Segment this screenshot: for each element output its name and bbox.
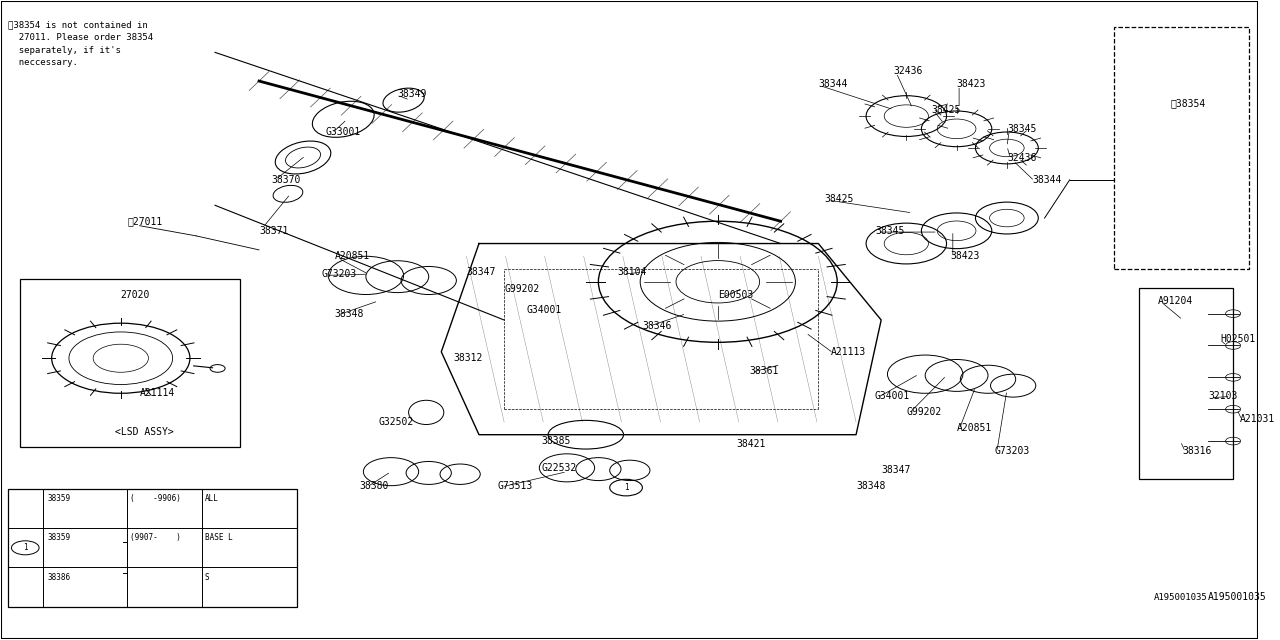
Text: ※38354: ※38354 [1170, 99, 1206, 108]
Bar [1114, 27, 1249, 269]
Text: 38423: 38423 [950, 252, 979, 261]
Text: 38312: 38312 [454, 353, 484, 364]
Text: 38386: 38386 [47, 573, 70, 582]
Text: ALL: ALL [205, 494, 219, 503]
Text: <LSD ASSY>: <LSD ASSY> [114, 426, 173, 436]
Bar [20, 278, 241, 447]
Text: A195001035: A195001035 [1155, 593, 1208, 602]
Text: 38425: 38425 [932, 105, 961, 115]
Text: ※38354 is not contained in
  27011. Please order 38354
  separately, if it's
  n: ※38354 is not contained in 27011. Please… [8, 20, 152, 67]
Text: H02501: H02501 [1221, 334, 1256, 344]
Text: A21113: A21113 [831, 347, 867, 357]
Text: E00503: E00503 [718, 289, 753, 300]
Text: 38421: 38421 [737, 439, 765, 449]
Text: 38425: 38425 [824, 194, 854, 204]
Text: G22532: G22532 [541, 463, 577, 473]
Text: 38349: 38349 [397, 89, 426, 99]
Text: 32436: 32436 [1007, 152, 1037, 163]
Bar [1139, 288, 1233, 479]
Text: 38344: 38344 [818, 79, 847, 89]
Text: 32436: 32436 [893, 67, 923, 77]
Text: 38359: 38359 [47, 533, 70, 542]
Text: 38371: 38371 [259, 226, 288, 236]
Text: 38385: 38385 [541, 436, 571, 446]
Bar [8, 489, 297, 607]
Text: 38361: 38361 [749, 366, 778, 376]
Text: (9907-    ): (9907- ) [129, 533, 180, 542]
Text: 38347: 38347 [466, 268, 495, 277]
Text: 1: 1 [23, 543, 28, 552]
Text: 27020: 27020 [120, 289, 150, 300]
Text: 38345: 38345 [1007, 124, 1037, 134]
Text: 38346: 38346 [643, 321, 672, 332]
Text: G73513: G73513 [498, 481, 532, 491]
Text: G32502: G32502 [379, 417, 413, 427]
Text: 38104: 38104 [617, 268, 646, 277]
Text: 1: 1 [623, 483, 628, 492]
Text: ※27011: ※27011 [127, 216, 163, 226]
Text: S: S [205, 573, 210, 582]
Text: G34001: G34001 [527, 305, 562, 316]
Text: 38344: 38344 [1032, 175, 1061, 185]
Text: 38347: 38347 [881, 465, 910, 475]
Text: 38359: 38359 [47, 494, 70, 503]
Text: G34001: G34001 [876, 392, 910, 401]
Text: 32103: 32103 [1208, 392, 1238, 401]
Text: A21114: A21114 [140, 388, 175, 398]
Text: 38345: 38345 [876, 226, 904, 236]
Text: A21031: A21031 [1239, 414, 1275, 424]
Text: BASE L: BASE L [205, 533, 233, 542]
Text: A91204: A91204 [1157, 296, 1193, 306]
Text: 38348: 38348 [856, 481, 886, 491]
Text: A195001035: A195001035 [1208, 592, 1267, 602]
Text: 38380: 38380 [360, 481, 389, 491]
Text: G73203: G73203 [995, 445, 1029, 456]
Text: G33001: G33001 [325, 127, 361, 137]
Text: 38423: 38423 [956, 79, 986, 89]
Text: A20851: A20851 [956, 423, 992, 433]
Text: (    -9906): ( -9906) [129, 494, 180, 503]
Text: 38370: 38370 [271, 175, 301, 185]
Text: 38348: 38348 [334, 308, 364, 319]
Text: 38316: 38316 [1183, 445, 1212, 456]
Text: A20851: A20851 [334, 252, 370, 261]
Text: G99202: G99202 [906, 408, 942, 417]
Text: G73203: G73203 [321, 269, 357, 279]
Text: G99202: G99202 [504, 284, 539, 294]
